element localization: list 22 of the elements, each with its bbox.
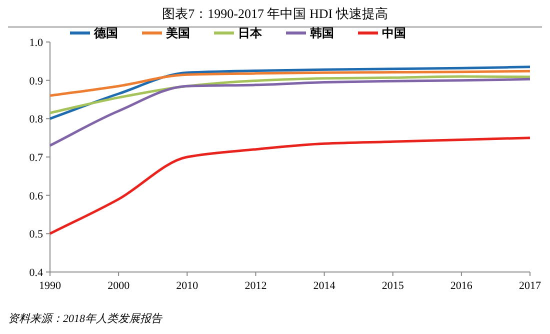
y-tick-label: 0.7	[29, 152, 44, 164]
legend-label: 韩国	[309, 26, 334, 40]
y-tick-label: 0.9	[29, 75, 44, 88]
legend-label: 美国	[165, 26, 190, 40]
legend-label: 中国	[382, 26, 406, 40]
x-tick-label: 2000	[108, 280, 130, 292]
x-tick-label: 1990	[39, 280, 62, 292]
y-tick-label: 0.6	[29, 190, 44, 202]
y-tick-label: 0.5	[29, 228, 44, 241]
legend-label: 日本	[238, 26, 263, 40]
y-tick-label: 1.0	[29, 37, 44, 49]
x-tick-label: 2016	[450, 280, 473, 292]
x-tick-label: 2017	[519, 280, 542, 292]
legend-label: 德国	[93, 26, 118, 40]
y-tick-label: 0.4	[29, 267, 44, 279]
x-tick-label: 2010	[176, 280, 199, 292]
x-tick-label: 2014	[313, 280, 336, 292]
chart-title: 图表7：1990-2017 年中国 HDI 快速提高	[162, 6, 388, 21]
text: 资料来源：2018年人类发展报告	[8, 312, 163, 325]
x-tick-label: 2015	[382, 280, 404, 292]
x-tick-label: 2012	[244, 280, 267, 292]
y-tick-label: 0.8	[29, 114, 44, 126]
